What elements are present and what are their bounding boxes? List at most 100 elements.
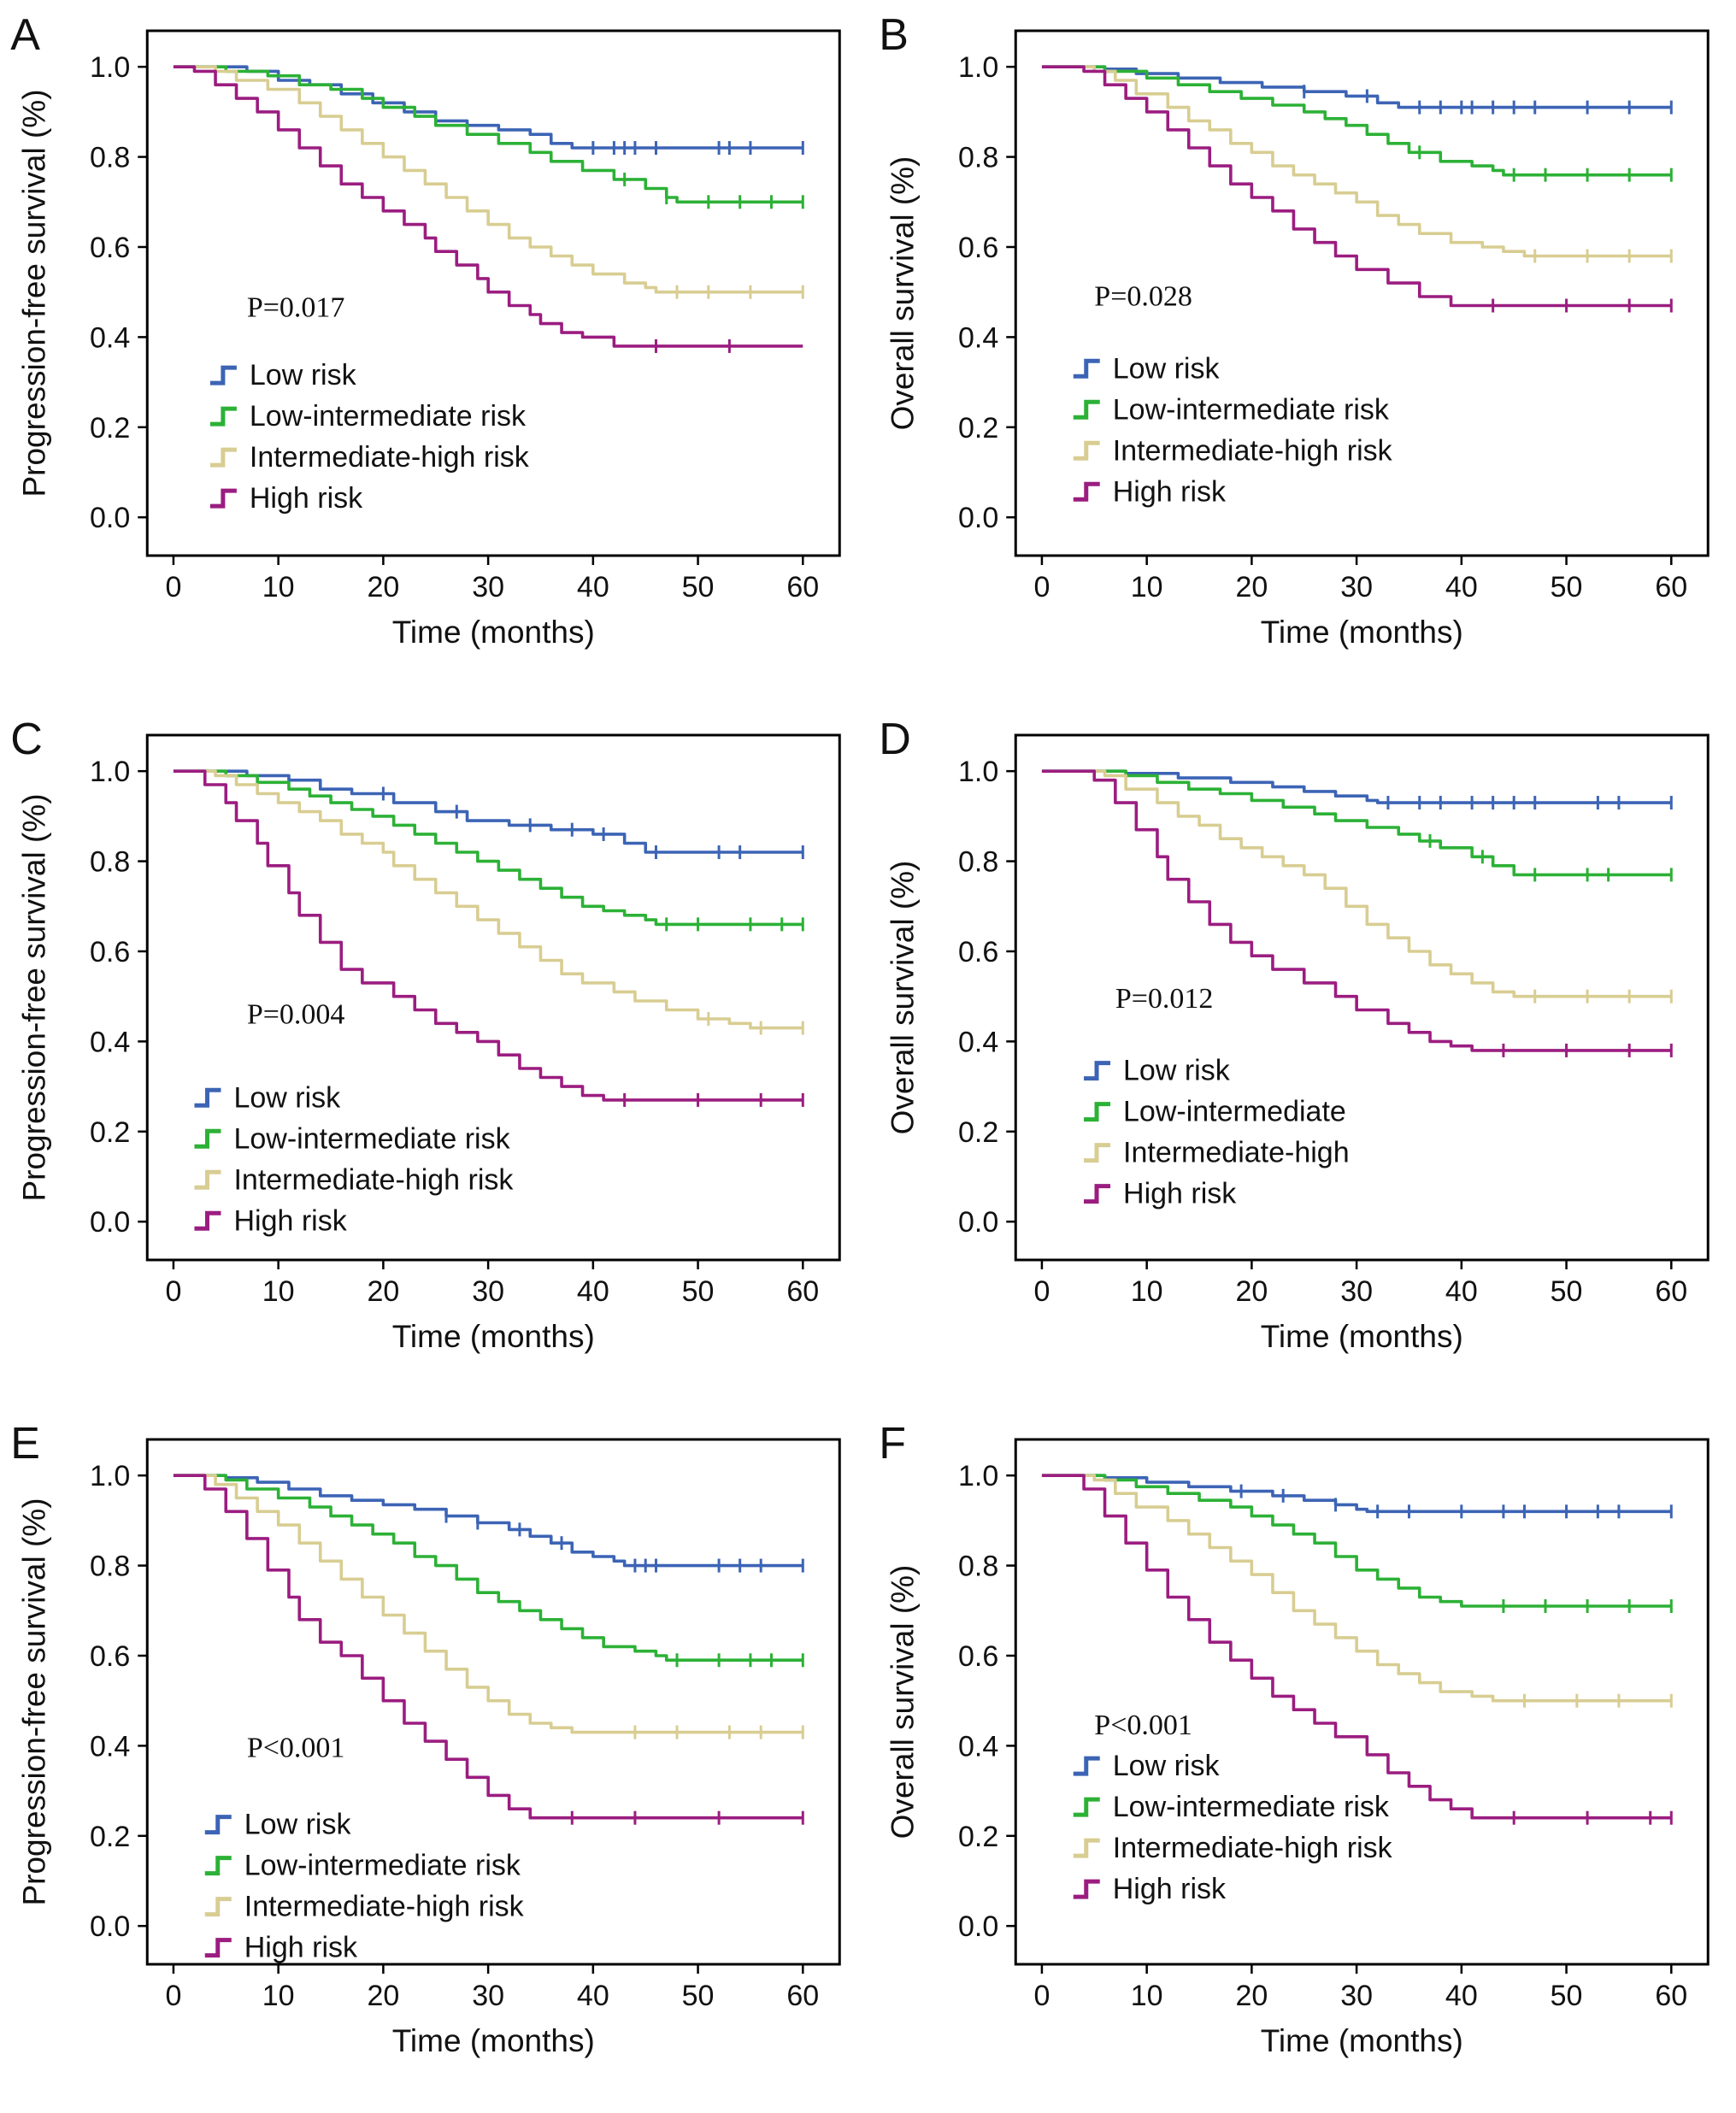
legend-label-low-risk: Low risk [244, 1809, 352, 1841]
km-curve-high-risk [1041, 65, 1671, 308]
legend-key-low-intermediate [1083, 1102, 1110, 1122]
km-curve-intermediate-high-risk [1041, 65, 1671, 258]
legend-item-low-risk: Low risk [1073, 1750, 1220, 1782]
plot-box [145, 733, 841, 1262]
legend-item-intermediate-high-risk: Intermediate-high risk [1073, 1832, 1392, 1864]
legend-key-low-risk [204, 1815, 232, 1835]
legend-label-high-risk: High risk [1123, 1178, 1237, 1210]
legend-key-low-intermediate-risk [1073, 399, 1100, 420]
p-value-label: P=0.012 [1115, 983, 1213, 1015]
p-value-label: P=0.017 [247, 292, 345, 324]
x-tick-label: 0 [165, 571, 181, 603]
y-tick-label: 0.6 [957, 1640, 997, 1673]
legend-key-low-intermediate-risk [194, 1128, 221, 1149]
km-curve-intermediate-high-risk [173, 1474, 803, 1734]
panel-E: E 0 10 20 30 40 50 60 0.0 0.2 0.4 0.6 0.8 1.0 Time (mo… [0, 1409, 868, 2113]
x-tick-label: 60 [1655, 1980, 1687, 2012]
y-tick-label: 0.0 [957, 502, 997, 534]
legend-item-low-intermediate-risk: Low-intermediate risk [1073, 393, 1389, 426]
panel-A: A 0 10 20 30 40 50 60 0.0 0.2 0.4 0.6 0.8 1.0 Time (mo… [0, 0, 868, 704]
y-tick-label: 0.4 [90, 321, 130, 354]
x-tick-label: 50 [682, 1275, 715, 1308]
legend-item-low-intermediate-risk: Low-intermediate risk [204, 1850, 521, 1882]
x-axis-title: Time (months) [1260, 1319, 1462, 1354]
legend-label-low-intermediate: Low-intermediate [1123, 1096, 1346, 1128]
y-tick-label: 1.0 [90, 1460, 130, 1492]
km-svg-E: E 0 10 20 30 40 50 60 0.0 0.2 0.4 0.6 0.8 1.0 Time (mo… [10, 1419, 841, 2058]
y-tick-label: 1.0 [957, 51, 997, 84]
y-tick-label: 0.2 [90, 1821, 130, 1853]
plot-box [145, 1438, 841, 1966]
x-tick-label: 0 [165, 1980, 181, 2012]
plot-box [1014, 733, 1710, 1262]
legend-label-intermediate-high-risk: Intermediate-high risk [250, 441, 530, 474]
y-tick-label: 1.0 [957, 1460, 997, 1492]
plot-box [1014, 29, 1710, 557]
y-tick-label: 0.0 [90, 502, 130, 534]
legend-item-intermediate-high-risk: Intermediate-high risk [1073, 434, 1392, 467]
y-tick-label: 0.6 [90, 232, 130, 264]
panel-letter-C: C [10, 715, 43, 764]
legend-item-intermediate-high-risk: Intermediate-high risk [204, 1891, 525, 1923]
legend-label-intermediate-high-risk: Intermediate-high risk [244, 1891, 525, 1923]
km-svg-C: C 0 10 20 30 40 50 60 0.0 0.2 0.4 0.6 0.8 1.0 Time (mo… [10, 715, 841, 1354]
x-tick-label: 30 [1340, 1275, 1373, 1308]
km-curve-low-risk [1041, 769, 1671, 804]
y-axis-title: Overall survival (%) [885, 156, 920, 431]
km-curve-low-intermediate-risk [1041, 65, 1671, 177]
y-axis-title: Overall survival (%) [885, 1565, 920, 1839]
x-axis-title: Time (months) [392, 615, 595, 650]
p-value-label: P=0.028 [1094, 280, 1192, 312]
km-svg-A: A 0 10 20 30 40 50 60 0.0 0.2 0.4 0.6 0.8 1.0 Time (mo… [10, 10, 841, 650]
legend-key-intermediate-high-risk [1073, 440, 1100, 461]
legend-key-high-risk [1083, 1184, 1110, 1204]
x-tick-label: 30 [472, 1980, 504, 2012]
legend-key-high-risk [194, 1210, 221, 1231]
x-tick-label: 50 [1550, 1980, 1582, 2012]
y-axis-title: Overall survival (%) [885, 861, 920, 1135]
x-tick-label: 30 [472, 1275, 504, 1308]
x-tick-label: 0 [1033, 571, 1050, 603]
legend-label-high-risk: High risk [1112, 1873, 1226, 1905]
legend-item-low-intermediate: Low-intermediate [1083, 1096, 1346, 1128]
y-tick-label: 0.4 [90, 1026, 130, 1058]
panel-D: D 0 10 20 30 40 50 60 0.0 0.2 0.4 0.6 0.8 1.0 Time (mo… [868, 704, 1736, 1409]
y-tick-label: 0.4 [957, 1026, 997, 1058]
legend-item-low-intermediate-risk: Low-intermediate risk [194, 1122, 511, 1155]
x-axis-title: Time (months) [1260, 2023, 1462, 2058]
y-tick-label: 0.2 [957, 1821, 997, 1853]
y-tick-label: 0.8 [90, 846, 130, 879]
x-tick-label: 40 [1445, 1275, 1477, 1308]
legend-label-low-risk: Low risk [1112, 1750, 1220, 1782]
y-tick-label: 0.0 [957, 1910, 997, 1943]
y-axis-title: Progression-free survival (%) [16, 1498, 51, 1905]
x-tick-label: 10 [262, 571, 295, 603]
legend-label-high-risk: High risk [1112, 475, 1226, 508]
km-svg-D: D 0 10 20 30 40 50 60 0.0 0.2 0.4 0.6 0.8 1.0 Time (mo… [879, 715, 1710, 1354]
y-tick-label: 0.4 [957, 321, 997, 354]
legend-item-high-risk: High risk [209, 482, 363, 515]
x-tick-label: 40 [577, 1980, 609, 2012]
km-svg-B: B 0 10 20 30 40 50 60 0.0 0.2 0.4 0.6 0.8 1.0 Time (mo… [879, 10, 1710, 650]
km-curve-high-risk [173, 769, 803, 1102]
legend-item-low-risk: Low risk [1073, 352, 1220, 385]
km-curve-intermediate-high [1041, 769, 1671, 998]
plot-box [145, 29, 841, 557]
legend-key-intermediate-high-risk [204, 1897, 232, 1917]
km-curve-low-intermediate-risk [173, 1474, 803, 1662]
x-tick-label: 60 [1655, 571, 1687, 603]
p-value-label: P=0.004 [247, 998, 345, 1030]
y-tick-label: 0.0 [957, 1206, 997, 1239]
panel-letter-E: E [10, 1419, 40, 1469]
y-tick-label: 0.6 [957, 232, 997, 264]
y-axis-title: Progression-free survival (%) [16, 89, 51, 497]
legend-label-low-risk: Low risk [233, 1081, 341, 1114]
legend-item-low-risk: Low risk [204, 1809, 352, 1841]
km-curve-low-intermediate-risk [173, 769, 803, 927]
km-curve-intermediate-high-risk [1041, 1474, 1671, 1703]
x-tick-label: 30 [472, 571, 504, 603]
legend-key-high-risk [209, 488, 237, 509]
legend-item-intermediate-high-risk: Intermediate-high risk [209, 441, 530, 474]
legend-item-high-risk: High risk [1073, 475, 1226, 508]
